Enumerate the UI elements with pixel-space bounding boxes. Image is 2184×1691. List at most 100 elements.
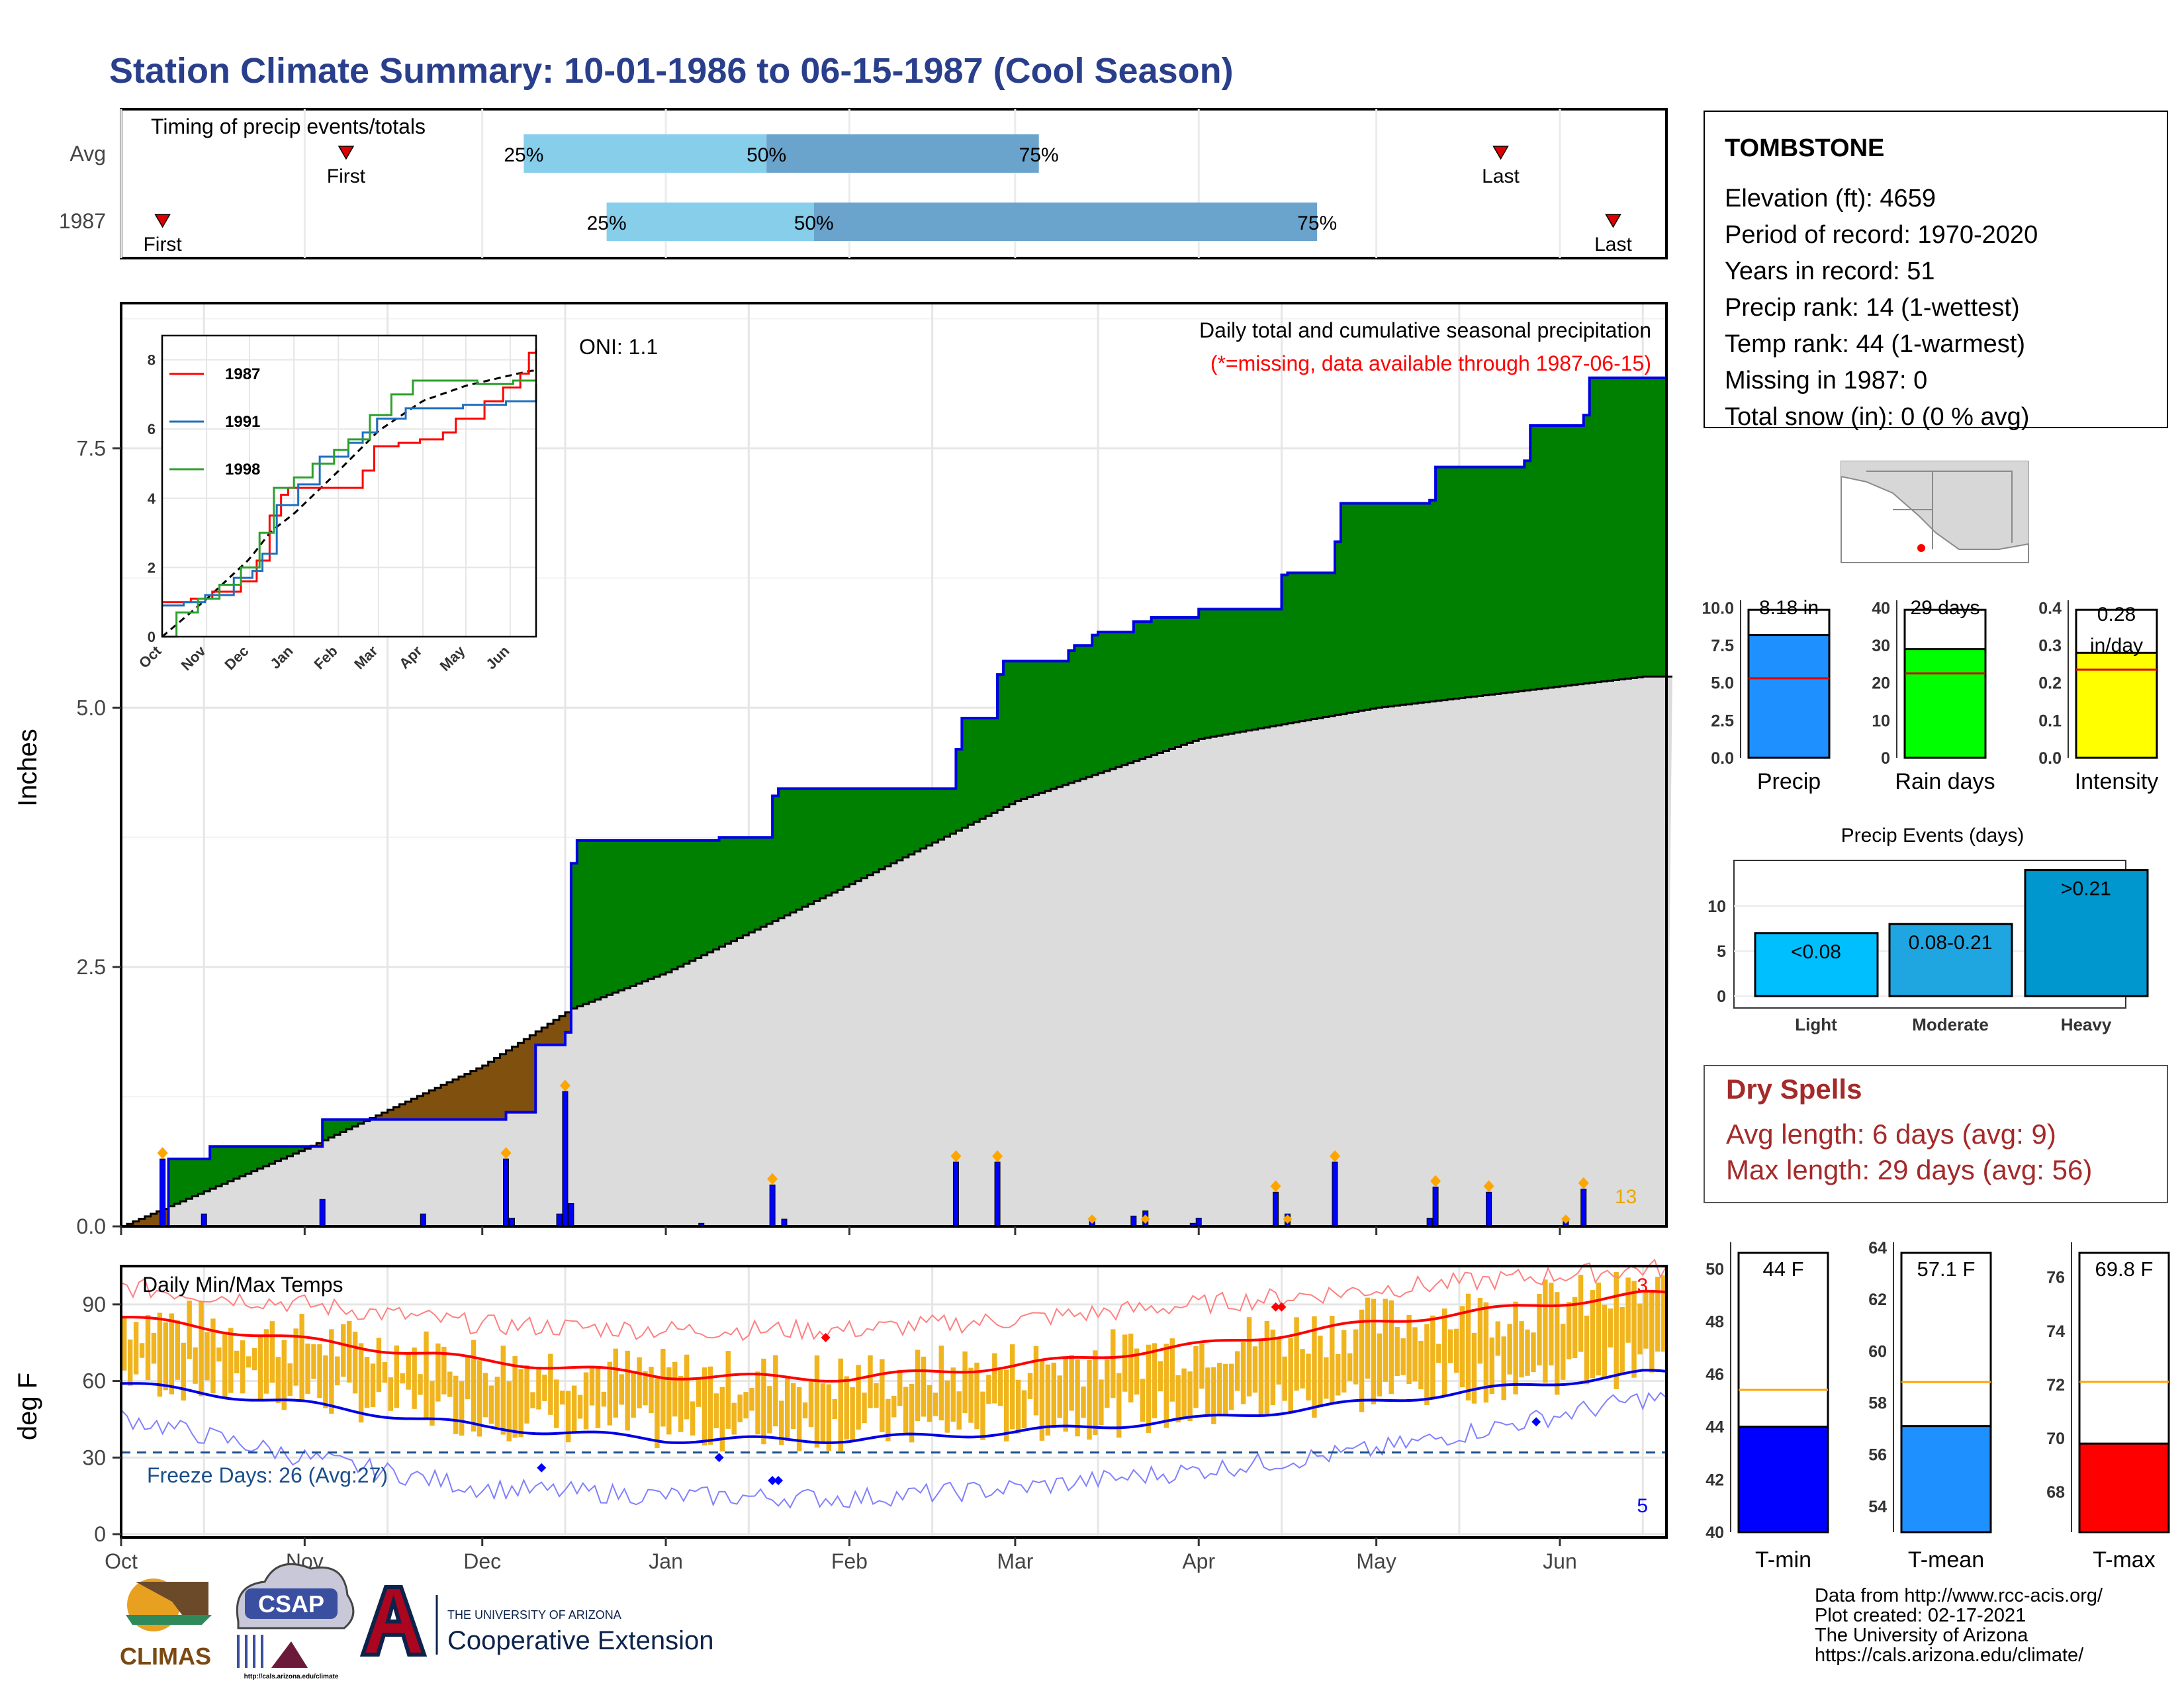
daily-temp-bar — [1211, 1367, 1216, 1424]
stat-y-tick: 0.4 — [2038, 599, 2062, 617]
above-average-area — [1607, 377, 1614, 681]
daily-precip-bar — [769, 1184, 776, 1227]
station-line-1: Elevation (ft): 4659 — [1725, 185, 1936, 212]
daily-temp-bar — [565, 1391, 571, 1443]
daily-precip-bar — [503, 1158, 510, 1227]
above-average-area — [979, 717, 986, 819]
precip-events: Precip Events (days) 0 5 10 <0.08 Light 0.08-… — [1707, 825, 2149, 1034]
daily-temp-bar — [205, 1332, 210, 1381]
above-average-area — [1050, 661, 1058, 790]
daily-temp-bar — [311, 1344, 316, 1379]
above-average-area — [1424, 503, 1430, 702]
above-average-area — [210, 1146, 216, 1189]
above-average-area — [1418, 503, 1424, 703]
stat-bars: 0.0 2.5 5.0 7.5 10.0 8.18 in Precip 0 10 20 30 40 29… — [1702, 597, 2158, 794]
below-average-area — [523, 1038, 530, 1113]
daily-temp-bar — [453, 1375, 459, 1434]
daily-temp-bar — [844, 1376, 849, 1440]
below-average-area — [506, 1050, 513, 1113]
daily-temp-bar — [903, 1387, 909, 1434]
above-average-area — [1601, 377, 1608, 682]
above-average-area — [257, 1146, 264, 1169]
above-average-area — [1412, 503, 1418, 704]
above-average-area — [1003, 661, 1010, 807]
events-category: Light — [1795, 1015, 1837, 1034]
daily-temp-bar — [1614, 1271, 1619, 1389]
climas-wordmark: CLIMAS — [120, 1643, 211, 1670]
above-average-area — [849, 788, 856, 884]
below-average-area — [565, 1012, 572, 1032]
daily-precip-bar — [1130, 1215, 1137, 1227]
above-average-area — [991, 717, 998, 813]
above-average-area — [293, 1146, 299, 1154]
above-average-area — [216, 1146, 222, 1187]
above-average-area — [654, 840, 660, 977]
above-average-area — [1340, 503, 1347, 714]
above-average-area — [1536, 425, 1543, 690]
above-average-area — [648, 840, 655, 980]
above-average-area — [1655, 377, 1661, 677]
daily-temp-bar — [163, 1322, 169, 1391]
daily-precip-bar — [952, 1162, 959, 1227]
small-precip-marker — [1561, 1214, 1570, 1224]
above-average-area — [1406, 503, 1412, 705]
daily-temp-bar — [761, 1358, 766, 1445]
temp-y-ticks: 0 30 60 90 — [82, 1293, 121, 1546]
daily-temp-bar — [1578, 1275, 1584, 1352]
daily-temp-bar — [1377, 1333, 1383, 1396]
daily-temp-bar — [974, 1362, 979, 1430]
below-average-area — [494, 1058, 501, 1120]
above-average-area — [926, 788, 933, 846]
daily-temp-bar — [323, 1355, 328, 1408]
above-average-area — [180, 1159, 187, 1202]
daily-temp-bar — [944, 1380, 950, 1433]
daily-temp-bar — [1400, 1338, 1406, 1375]
above-average-area — [1175, 617, 1181, 747]
above-average-area — [1661, 377, 1667, 677]
above-average-area — [1376, 503, 1383, 708]
daily-temp-bar — [518, 1369, 523, 1438]
temp-y-tick: 90 — [82, 1293, 106, 1316]
above-average-area — [198, 1159, 205, 1194]
station-info-box — [1704, 111, 2168, 428]
daily-temp-bar — [1590, 1290, 1596, 1379]
daily-temp-bar — [649, 1367, 654, 1414]
below-average-area — [482, 1066, 489, 1120]
daily-temp-bar — [826, 1384, 832, 1451]
above-average-area — [1453, 467, 1460, 699]
above-average-area — [1477, 467, 1484, 696]
precip-y-label: Inches — [13, 729, 42, 807]
daily-temp-bar — [400, 1373, 405, 1384]
above-average-area — [790, 788, 797, 913]
above-average-area — [1317, 572, 1324, 718]
credit-line-3: The University of Arizona — [1815, 1625, 2028, 1646]
timing-first-label: First — [327, 165, 366, 187]
daily-temp-bar — [471, 1340, 477, 1432]
above-average-area — [233, 1146, 240, 1179]
above-average-area — [1240, 609, 1247, 732]
above-average-area — [1524, 461, 1531, 691]
timing-first-marker — [154, 214, 171, 228]
above-average-area — [902, 788, 909, 858]
above-average-area — [1210, 609, 1217, 737]
daily-temp-bar — [506, 1381, 512, 1441]
daily-temp-bar — [1383, 1299, 1388, 1382]
above-average-area — [1358, 503, 1365, 711]
above-average-area — [263, 1146, 270, 1166]
climas-shape-icon — [136, 1582, 208, 1615]
daily-temp-bar — [1477, 1297, 1483, 1364]
daily-temp-bar — [512, 1355, 518, 1438]
inset-legend-label: 1991 — [225, 413, 260, 431]
temp-stat-y-tick: 50 — [1706, 1260, 1724, 1279]
events-bar — [1754, 932, 1879, 997]
record-min-line — [120, 1391, 1667, 1509]
inset-frame — [161, 334, 537, 638]
timing-last-marker — [1605, 214, 1621, 228]
daily-temp-bar — [536, 1367, 541, 1410]
above-average-area — [855, 788, 862, 882]
above-average-area — [1062, 661, 1069, 786]
daily-temp-bar — [1549, 1283, 1554, 1366]
daily-temp-bar — [364, 1357, 370, 1408]
above-average-area — [743, 837, 749, 936]
daily-temp-bar — [571, 1385, 577, 1432]
